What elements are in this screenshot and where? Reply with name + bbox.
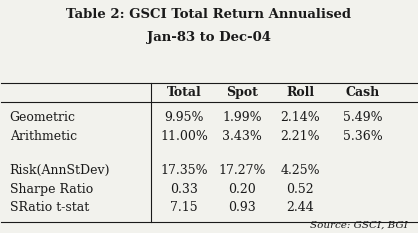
Text: 3.43%: 3.43% (222, 130, 262, 143)
Text: Roll: Roll (286, 86, 314, 99)
Text: Jan-83 to Dec-04: Jan-83 to Dec-04 (147, 31, 271, 44)
Text: 11.00%: 11.00% (160, 130, 208, 143)
Text: 2.21%: 2.21% (280, 130, 320, 143)
Text: 17.35%: 17.35% (160, 164, 208, 177)
Text: Geometric: Geometric (10, 111, 76, 124)
Text: 0.52: 0.52 (286, 182, 314, 195)
Text: 0.20: 0.20 (228, 182, 256, 195)
Text: Risk(AnnStDev): Risk(AnnStDev) (10, 164, 110, 177)
Text: 0.33: 0.33 (170, 182, 198, 195)
Text: Source: GSCI, BGI: Source: GSCI, BGI (311, 220, 408, 229)
Text: Sharpe Ratio: Sharpe Ratio (10, 182, 93, 195)
Text: Total: Total (167, 86, 201, 99)
Text: Spot: Spot (226, 86, 258, 99)
Text: Arithmetic: Arithmetic (10, 130, 77, 143)
Text: 2.14%: 2.14% (280, 111, 320, 124)
Text: 7.15: 7.15 (170, 201, 198, 214)
Text: Table 2: GSCI Total Return Annualised: Table 2: GSCI Total Return Annualised (66, 8, 352, 21)
Text: 0.93: 0.93 (228, 201, 256, 214)
Text: 1.99%: 1.99% (222, 111, 262, 124)
Text: 5.49%: 5.49% (343, 111, 382, 124)
Text: 17.27%: 17.27% (219, 164, 266, 177)
Text: SRatio t-stat: SRatio t-stat (10, 201, 89, 214)
Text: 2.44: 2.44 (286, 201, 314, 214)
Text: 9.95%: 9.95% (164, 111, 204, 124)
Text: 4.25%: 4.25% (280, 164, 320, 177)
Text: 5.36%: 5.36% (343, 130, 382, 143)
Text: Cash: Cash (346, 86, 380, 99)
